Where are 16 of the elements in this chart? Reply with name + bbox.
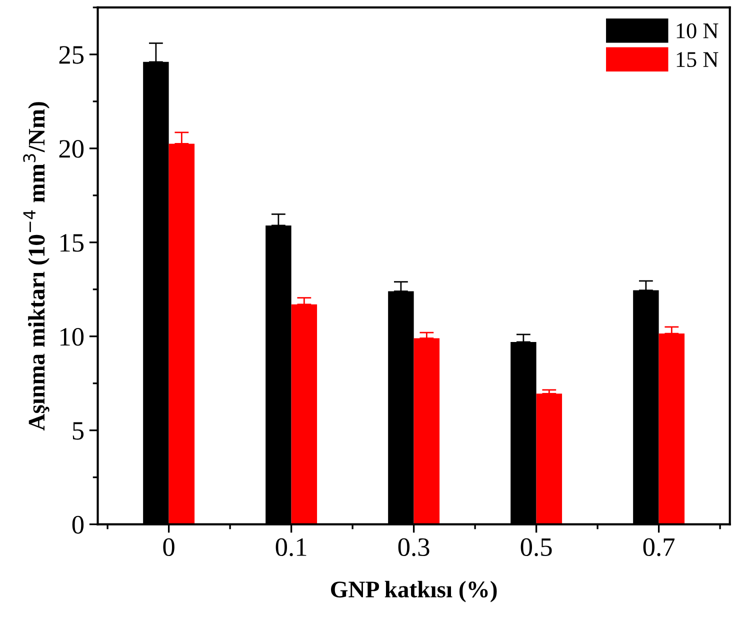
- y-axis-title: Aşınma miktarı (10$^{−4}$ mm$^{3}$/Nm): [23, 102, 50, 431]
- x-axis-title: GNP katkısı (%): [331, 580, 497, 602]
- y-tick-label: 10: [60, 328, 84, 346]
- legend-label: 15 N: [676, 52, 718, 68]
- x-tick-label: 0.5: [520, 538, 552, 556]
- y-tick-label: 5: [72, 422, 84, 440]
- x-tick-label: 0.1: [276, 538, 306, 556]
- y-tick-label: 15: [60, 234, 84, 252]
- y-tick-label: 0: [72, 516, 84, 534]
- bar: [536, 394, 562, 524]
- y-tick-label: 20: [59, 140, 84, 158]
- legend-label: 10 N: [676, 23, 718, 38]
- x-tick-label: 0.3: [398, 538, 430, 556]
- x-tick-label: 0.7: [643, 538, 675, 556]
- x-tick-label: 0: [163, 538, 174, 556]
- y-tick-label: 25: [59, 46, 84, 64]
